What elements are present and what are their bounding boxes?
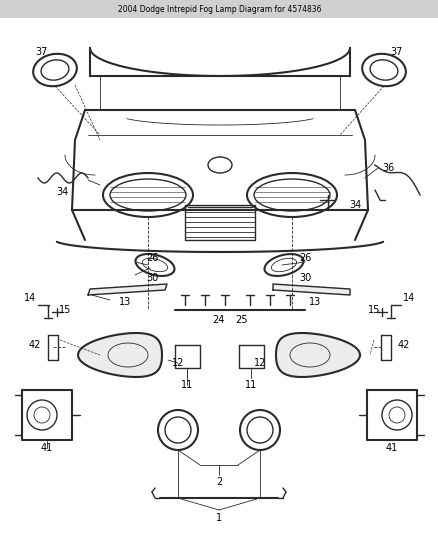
Text: 34: 34: [56, 187, 68, 197]
Text: 2: 2: [215, 477, 222, 487]
Text: 13: 13: [308, 297, 320, 307]
Text: 30: 30: [145, 273, 158, 283]
Polygon shape: [272, 284, 349, 295]
Text: 25: 25: [235, 315, 247, 325]
Text: 15: 15: [367, 305, 379, 315]
Text: 37: 37: [390, 47, 402, 57]
Text: 15: 15: [59, 305, 71, 315]
Text: 30: 30: [298, 273, 311, 283]
Text: 26: 26: [298, 253, 311, 263]
Bar: [0, 0, 438, 18]
Polygon shape: [276, 333, 359, 377]
Text: 42: 42: [397, 340, 409, 350]
Text: 11: 11: [244, 380, 257, 390]
Polygon shape: [88, 284, 166, 295]
Text: 42: 42: [29, 340, 41, 350]
Text: 26: 26: [145, 253, 158, 263]
Text: 14: 14: [24, 293, 36, 303]
Text: 13: 13: [119, 297, 131, 307]
Text: 24: 24: [211, 315, 224, 325]
Text: 12: 12: [171, 358, 184, 368]
Text: 1: 1: [215, 513, 222, 523]
Text: 34: 34: [348, 200, 360, 210]
Text: 36: 36: [381, 163, 393, 173]
Text: 41: 41: [385, 443, 397, 453]
Text: 12: 12: [253, 358, 265, 368]
Polygon shape: [78, 333, 162, 377]
Text: 11: 11: [180, 380, 193, 390]
Text: 41: 41: [41, 443, 53, 453]
Text: 37: 37: [36, 47, 48, 57]
Text: 14: 14: [402, 293, 414, 303]
Text: 2004 Dodge Intrepid Fog Lamp Diagram for 4574836: 2004 Dodge Intrepid Fog Lamp Diagram for…: [117, 4, 321, 13]
